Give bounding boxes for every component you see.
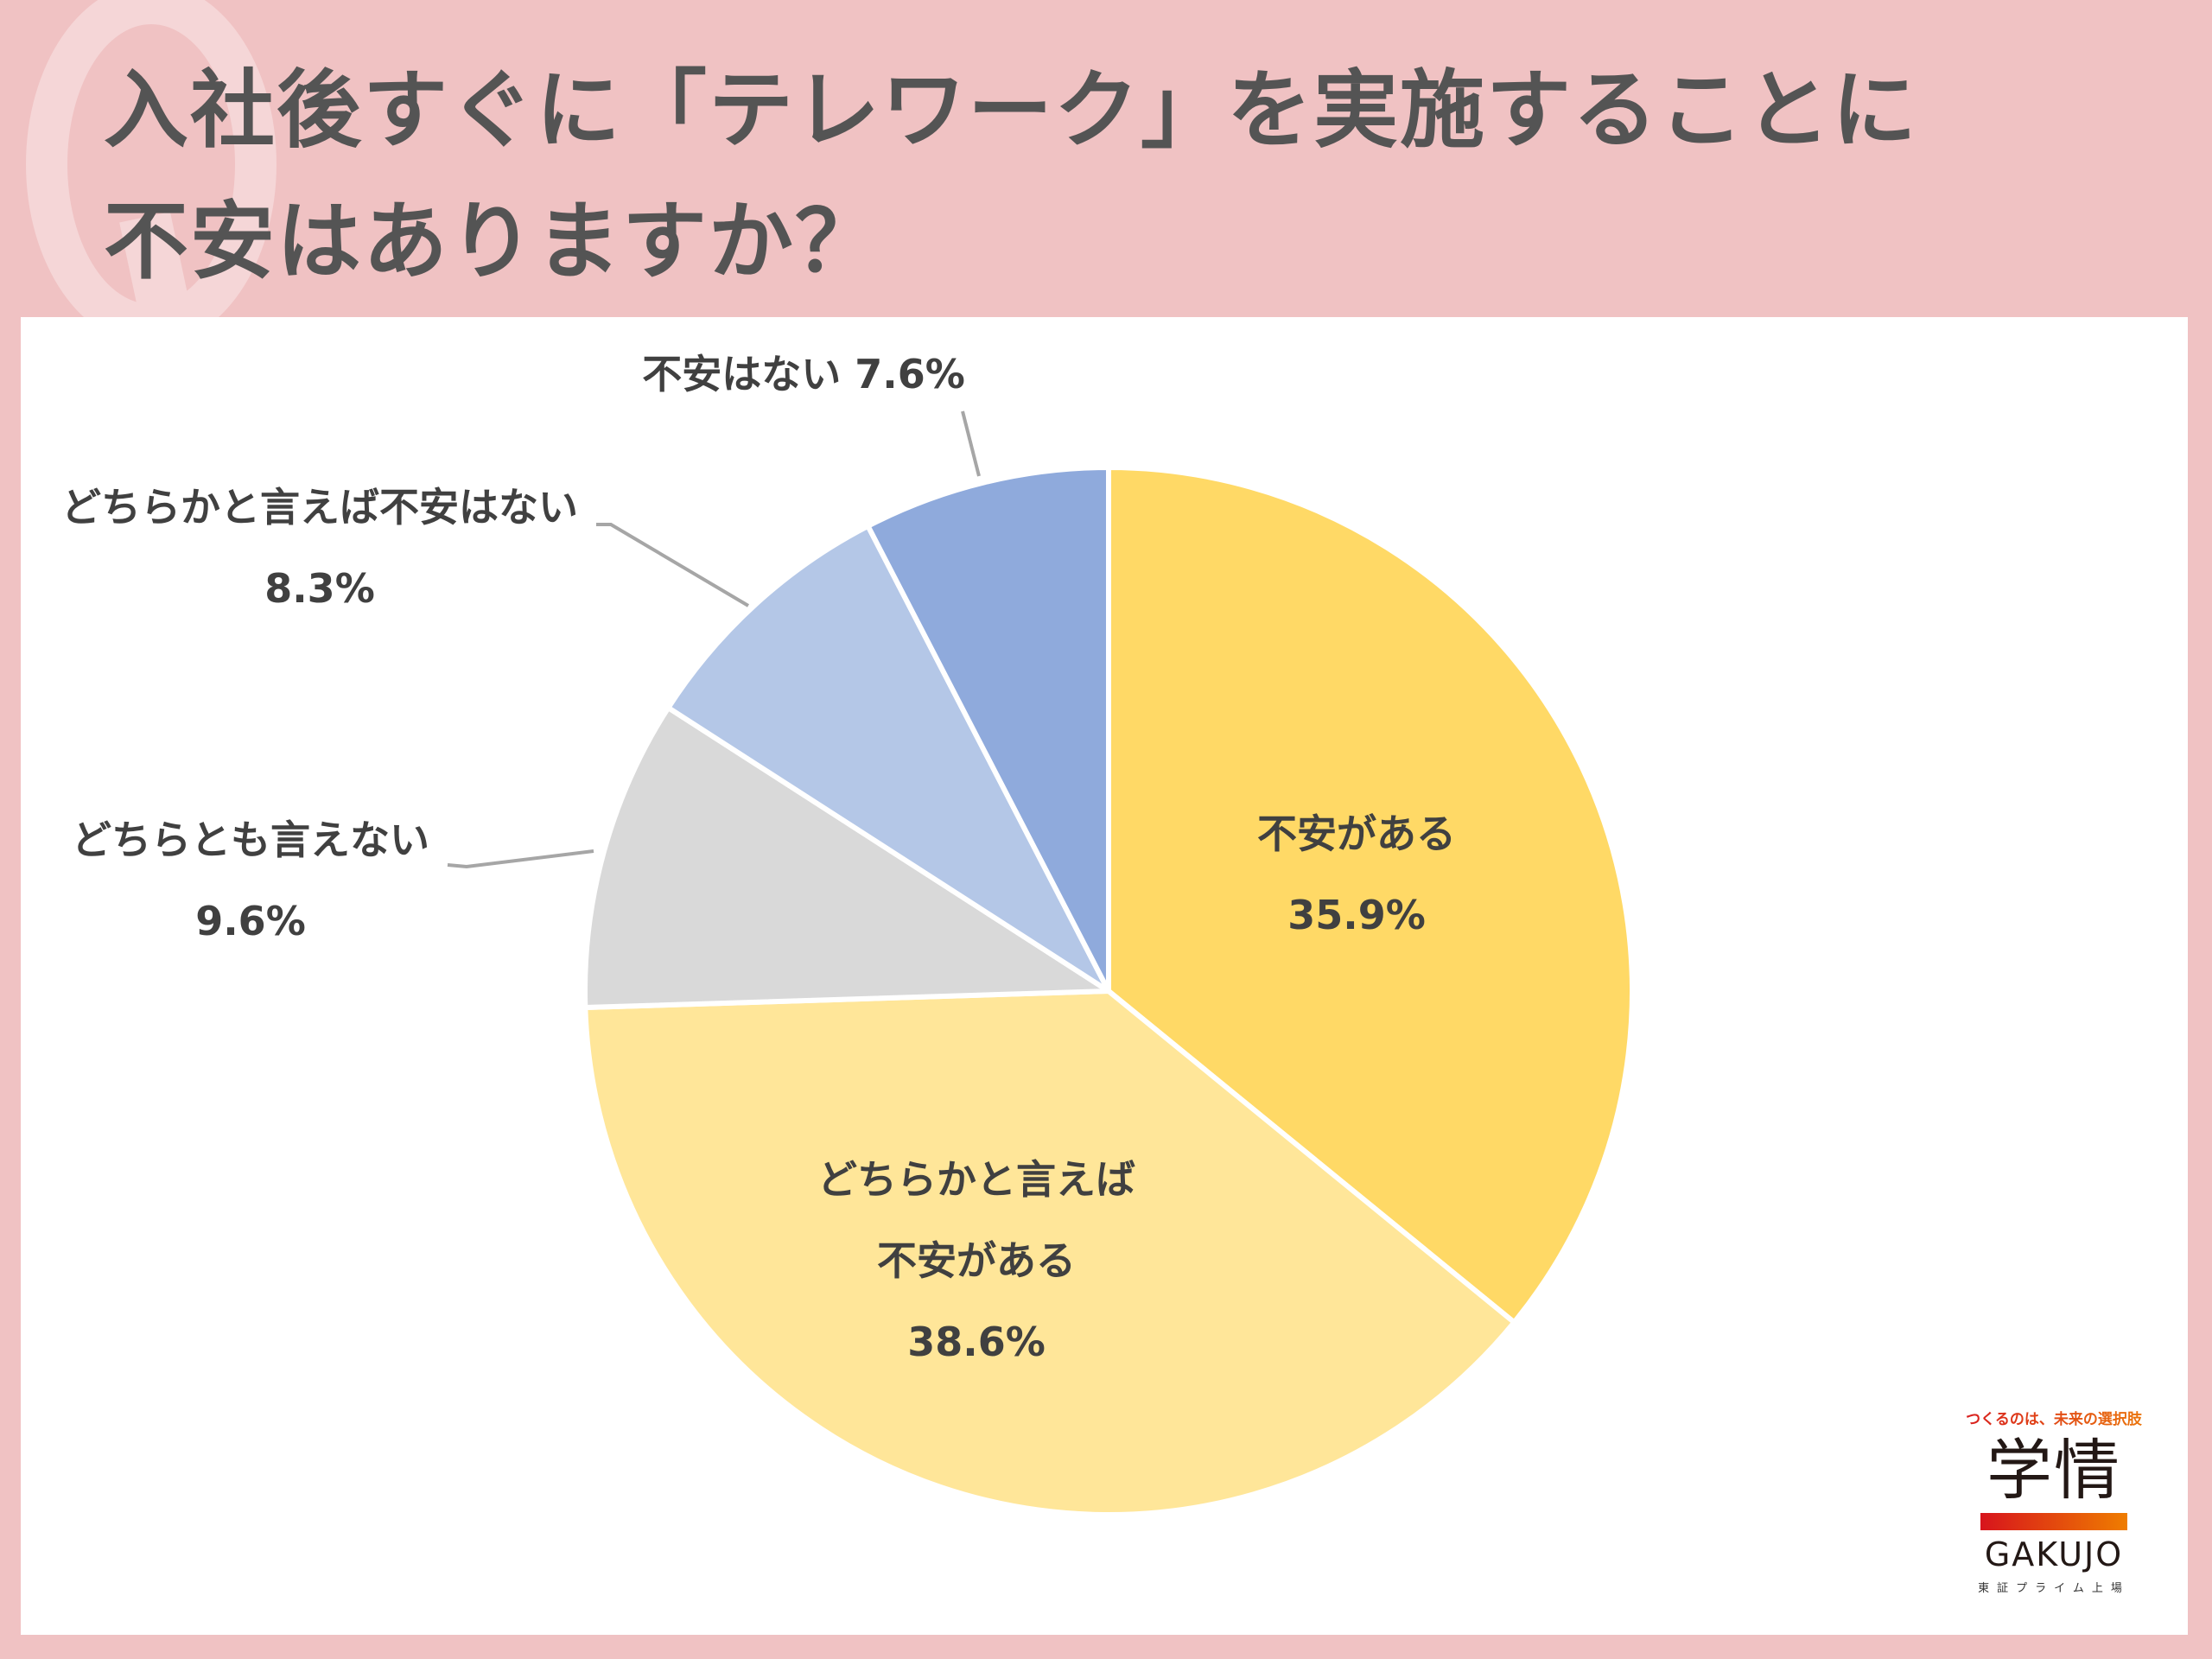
gakujo-logo: つくるのは、未来の選択肢 学情 GAKUJO 東証プライム上場 (1955, 1407, 2153, 1595)
title-line-2: 不安はありますか？ (104, 193, 882, 291)
slice-label-line: どちらかと言えば不安はない (61, 484, 578, 531)
slice-label-line: 不安はない 7.6% (642, 351, 965, 397)
slice-label-line: どちらかと言えば (817, 1156, 1135, 1203)
slice-label-line: どちらとも言えない (72, 817, 429, 863)
page-title: 入社後すぐに「テレワーク」を実施することに 不安はありますか？ (104, 45, 1918, 308)
pie-slice-somewhat-anxious (582, 988, 1517, 1517)
slice-label-value: 8.3% (264, 565, 375, 612)
slice-label-value: 38.6% (907, 1319, 1046, 1365)
logo-tagline: つくるのは、未来の選択肢 (1955, 1407, 2153, 1428)
slice-label-line: 不安がある (877, 1237, 1076, 1284)
pie-slice-somewhat-not-anxious (665, 523, 1111, 994)
pie-slices (582, 465, 1635, 1517)
slice-label-somewhat-not-anxious: どちらかと言えば不安はない 8.3% (26, 467, 613, 629)
pie-slice-anxious (1106, 465, 1635, 1325)
title-line-1: 入社後すぐに「テレワーク」を実施することに (104, 61, 1919, 160)
logo-name-kanji: 学情 (1986, 1432, 2121, 1509)
slice-label-anxious: 不安がある 35.9% (1210, 793, 1503, 956)
leader-line-neutral (447, 849, 594, 869)
pie-slice-neutral (582, 705, 1111, 1011)
leader-line-somewhat-not-anxious (596, 523, 750, 607)
slice-label-somewhat-anxious: どちらかと言えば 不安がある 38.6% (778, 1139, 1175, 1382)
logo-subtitle: 東証プライム上場 (1978, 1582, 2130, 1595)
logo-name-en: GAKUJO (1984, 1535, 2124, 1573)
slice-label-value: 9.6% (195, 898, 306, 944)
slice-label-neutral: どちらとも言えない 9.6% (35, 799, 467, 962)
pie-slice-not-anxious (865, 465, 1111, 994)
logo-gradient-bar (1980, 1513, 2127, 1530)
slice-label-value: 35.9% (1287, 892, 1426, 938)
slice-label-not-anxious: 不安はない 7.6% (605, 334, 1002, 415)
slice-label-line: 不安がある (1257, 810, 1456, 857)
leader-line-not-anxious (961, 410, 981, 477)
leader-lines (447, 410, 981, 869)
